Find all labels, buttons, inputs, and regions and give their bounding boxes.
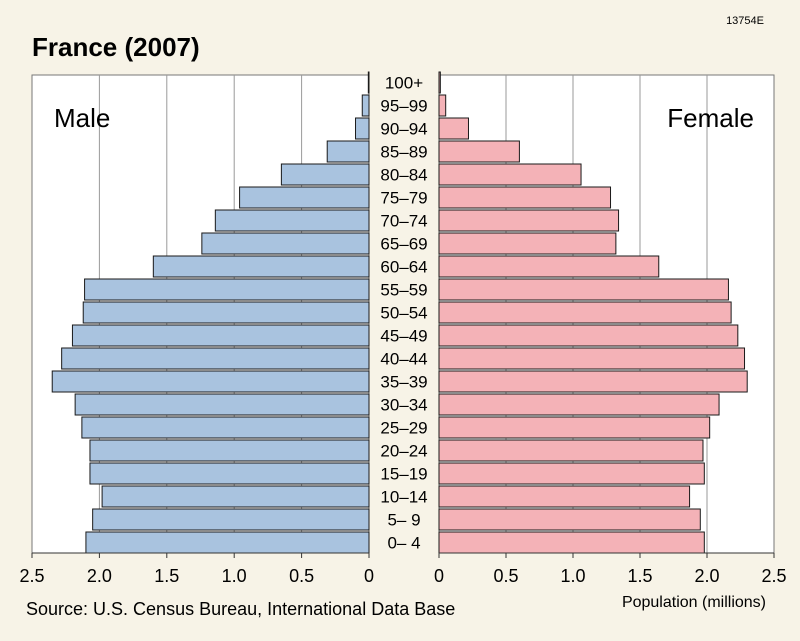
age-group-label: 85–89 xyxy=(380,143,427,162)
female-bar xyxy=(438,439,704,462)
male-bar xyxy=(367,71,370,94)
female-bar xyxy=(438,393,720,416)
age-group-label: 35–39 xyxy=(380,373,427,392)
female-bar xyxy=(438,485,691,508)
age-group-label: 80–84 xyxy=(380,166,427,185)
female-bar xyxy=(438,117,469,140)
age-group-label: 40–44 xyxy=(380,350,427,369)
male-bar xyxy=(89,439,370,462)
age-group-label: 50–54 xyxy=(380,304,427,323)
male-bar xyxy=(74,393,370,416)
female-bar xyxy=(438,94,447,117)
male-bar xyxy=(84,278,370,301)
female-tick-label: 0.5 xyxy=(493,566,518,586)
chart-title: France (2007) xyxy=(32,32,200,62)
age-group-label: 20–24 xyxy=(380,442,427,461)
male-bar xyxy=(201,232,370,255)
male-tick-label: 0.5 xyxy=(289,566,314,586)
age-group-label: 90–94 xyxy=(380,120,427,139)
female-bar xyxy=(438,186,612,209)
male-x-ticks: 2.5 2.0 1.5 1.0 0.5 0 xyxy=(19,553,374,586)
female-bar xyxy=(438,255,660,278)
source-note: Source: U.S. Census Bureau, Internationa… xyxy=(26,599,455,619)
female-bar xyxy=(438,163,582,186)
male-bar xyxy=(85,531,370,554)
female-x-ticks: 0 0.5 1.0 1.5 2.0 2.5 xyxy=(434,553,787,586)
age-group-label: 5– 9 xyxy=(387,511,420,530)
female-bar xyxy=(438,416,711,439)
female-bar xyxy=(438,301,732,324)
male-bar xyxy=(355,117,370,140)
male-bar xyxy=(51,370,370,393)
female-bar xyxy=(438,278,729,301)
age-group-label: 55–59 xyxy=(380,281,427,300)
female-bar xyxy=(438,462,705,485)
male-bar xyxy=(280,163,370,186)
male-tick-label: 1.0 xyxy=(222,566,247,586)
age-group-label: 65–69 xyxy=(380,235,427,254)
female-bar xyxy=(438,370,748,393)
age-group-labels: 100+ 95–99 90–94 85–89 80–84 75–79 70–74 65–69 6… xyxy=(380,74,427,553)
female-bar xyxy=(438,140,520,163)
female-bar xyxy=(438,209,620,232)
female-tick-label: 1.0 xyxy=(560,566,585,586)
age-group-label: 45–49 xyxy=(380,327,427,346)
age-group-label: 100+ xyxy=(385,74,423,93)
age-group-label: 95–99 xyxy=(380,97,427,116)
male-bar xyxy=(82,301,370,324)
age-group-label: 25–29 xyxy=(380,419,427,438)
male-bar xyxy=(89,462,370,485)
age-group-label: 0– 4 xyxy=(387,534,420,553)
female-bar xyxy=(438,324,739,347)
figure-code: 13754E xyxy=(726,15,764,27)
age-group-label: 60–64 xyxy=(380,258,427,277)
male-bar xyxy=(61,347,370,370)
male-tick-label: 1.5 xyxy=(154,566,179,586)
male-bar xyxy=(71,324,370,347)
male-bar xyxy=(361,94,370,117)
female-bar xyxy=(438,508,701,531)
male-bar xyxy=(92,508,370,531)
female-bar xyxy=(438,232,617,255)
male-bar xyxy=(214,209,370,232)
male-tick-label: 0 xyxy=(364,566,374,586)
male-bar xyxy=(152,255,370,278)
female-bar xyxy=(438,531,705,554)
female-tick-label: 2.5 xyxy=(761,566,786,586)
x-axis-label: Population (millions) xyxy=(622,594,766,611)
age-group-label: 75–79 xyxy=(380,189,427,208)
female-series-label: Female xyxy=(667,103,754,133)
female-tick-label: 2.0 xyxy=(694,566,719,586)
male-bars xyxy=(51,71,370,554)
male-bar xyxy=(101,485,370,508)
male-bar xyxy=(81,416,370,439)
male-bar xyxy=(326,140,370,163)
male-bar xyxy=(239,186,370,209)
age-group-label: 30–34 xyxy=(380,396,427,415)
female-bars xyxy=(438,71,748,554)
male-tick-label: 2.0 xyxy=(87,566,112,586)
female-bar xyxy=(438,71,441,94)
age-group-label: 15–19 xyxy=(380,465,427,484)
female-bar xyxy=(438,347,746,370)
male-series-label: Male xyxy=(54,103,110,133)
male-tick-label: 2.5 xyxy=(19,566,44,586)
female-tick-label: 1.5 xyxy=(627,566,652,586)
age-group-label: 10–14 xyxy=(380,488,427,507)
age-group-label: 70–74 xyxy=(380,212,427,231)
female-tick-label: 0 xyxy=(434,566,444,586)
